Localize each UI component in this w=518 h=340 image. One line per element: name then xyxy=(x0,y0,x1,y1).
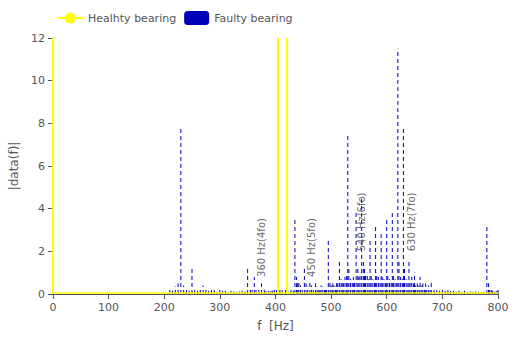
svg-text:12: 12 xyxy=(31,32,45,45)
svg-text:540 Hz(6fo): 540 Hz(6fo) xyxy=(356,192,367,251)
svg-text:Healhty bearing: Healhty bearing xyxy=(88,12,176,25)
svg-text:100: 100 xyxy=(98,301,119,314)
svg-text:2: 2 xyxy=(38,245,45,258)
svg-text:0: 0 xyxy=(49,301,56,314)
svg-text:360 Hz(4fo): 360 Hz(4fo) xyxy=(256,218,267,277)
svg-text:800: 800 xyxy=(488,301,509,314)
svg-text:10: 10 xyxy=(31,74,45,87)
svg-text:500: 500 xyxy=(321,301,342,314)
svg-text:200: 200 xyxy=(154,301,175,314)
svg-text:Faulty bearing: Faulty bearing xyxy=(214,12,292,25)
svg-text:300: 300 xyxy=(209,301,230,314)
svg-text:8: 8 xyxy=(38,117,45,130)
svg-text:400: 400 xyxy=(265,301,286,314)
svg-text:630 Hz(7fo): 630 Hz(7fo) xyxy=(406,192,417,251)
svg-text:4: 4 xyxy=(38,202,45,215)
svg-text:450 Hz(5fo): 450 Hz(5fo) xyxy=(306,218,317,277)
svg-text:f [Hz]: f [Hz] xyxy=(257,319,294,333)
svg-text:0: 0 xyxy=(38,288,45,301)
svg-text:6: 6 xyxy=(38,160,45,173)
svg-text:600: 600 xyxy=(376,301,397,314)
svg-text:|data(f)|: |data(f)| xyxy=(7,142,21,191)
svg-text:700: 700 xyxy=(432,301,453,314)
